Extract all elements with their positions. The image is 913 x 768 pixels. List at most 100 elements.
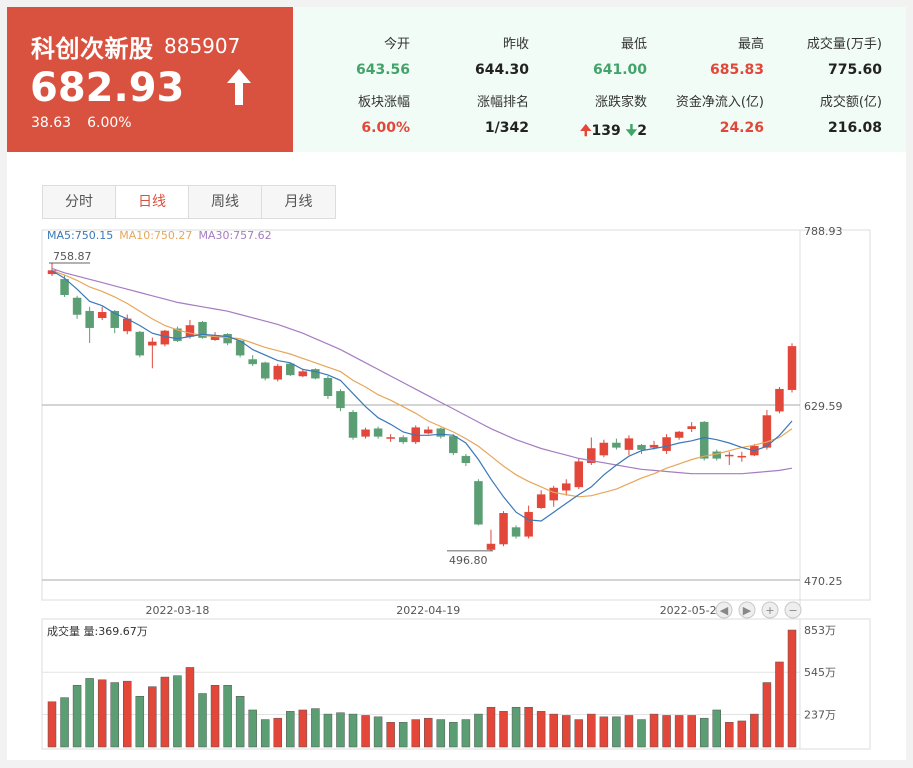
stat-value: 775.60 [827,62,882,78]
period-tabs: 分时 日线 周线 月线 [42,185,336,219]
candlestick [474,479,483,526]
candle-body [536,494,546,509]
up-arrow-icon: 🠉 [579,123,592,139]
stat-high: 最高 685.83 [644,33,764,78]
candlestick [386,434,395,442]
candle-body [424,429,433,434]
tab-monthly[interactable]: 月线 [284,194,313,210]
current-price: 682.93 [30,65,185,111]
volume-bar [185,667,195,748]
volume-bar [737,720,747,748]
volume-bar [398,722,408,748]
candle-body [85,310,94,328]
candle-body [674,431,684,438]
kline-chart[interactable]: 788.93 629.59 470.25 2022-03-18 2022-04-19 20… [7,152,906,760]
volume-bar [624,715,634,748]
volume-bar [173,675,182,748]
candle-body [273,365,283,380]
volume-bar [72,685,82,748]
candle-body [737,455,747,458]
zoom-in-button[interactable]: + [761,601,779,619]
volume-bar [110,682,119,748]
volume-bar [536,711,546,748]
volume-bar [750,713,759,748]
stat-net-inflow: 资金净流入(亿) 24.26 [644,91,764,136]
candlestick [449,434,458,456]
candlestick [536,490,546,509]
price-axis-top-label: 788.93 [804,225,843,238]
volume-bar [47,701,57,748]
stat-value: 24.26 [719,120,764,136]
candle-body [511,527,521,537]
index-quote-panel: 科创次新股 885907 682.93 38.63 6.00% [7,7,293,152]
candlestick [361,427,370,439]
candle-body [110,310,119,328]
candlestick [775,386,784,414]
candlestick [787,343,797,393]
volume-bar [135,695,145,748]
scroll-left-button[interactable]: ◀ [715,601,733,619]
candlestick [725,451,734,465]
volume-axis-mid-label: 545万 [804,666,836,679]
tab-weekly[interactable]: 周线 [189,186,262,218]
down-arrow-icon: 🠋 [625,123,638,139]
candle-body [286,363,295,376]
control-circle [784,601,802,619]
tab-intraday[interactable]: 分时 [43,186,116,218]
volume-bar [411,719,420,748]
candlestick [286,362,295,376]
candlestick [524,505,533,539]
candle-body [97,312,107,319]
candlestick [85,306,94,344]
stat-label: 涨幅排名 [476,95,529,110]
candlestick [97,306,107,320]
candle-body [436,428,446,437]
stat-sector-change: 板块涨幅 6.00% [290,91,410,136]
tab-daily[interactable]: 日线 [116,186,189,218]
volume-bar [424,717,433,748]
candle-body [574,461,584,488]
volume-bar [298,709,308,748]
volume-bar [198,693,207,748]
zoom-out-button[interactable]: − [784,601,802,619]
ma5-line [51,270,793,522]
volume-bar [160,676,170,748]
volume-bar [286,711,295,748]
stat-prev-close: 昨收 644.30 [409,33,529,78]
candlestick [549,485,558,507]
candle-body [624,438,634,450]
volume-bar [449,722,458,748]
stat-label: 昨收 [502,37,529,52]
down-count: 2 [637,123,647,139]
volume-bar [123,680,132,748]
price-axis-mid-label: 629.59 [804,400,843,413]
stat-label: 成交量(万手) [806,37,882,52]
candle-body [524,511,533,537]
stat-value: 6.00% [361,120,410,136]
control-glyph: ◀ [720,604,729,617]
volume-bar [148,686,157,748]
volume-bar [524,706,533,748]
stat-value: 644.30 [474,62,529,78]
scroll-right-button[interactable]: ▶ [738,601,756,619]
volume-bar [97,679,107,748]
candle-body [60,279,69,295]
candle-body [361,429,370,437]
candle-body [135,331,145,356]
ma-legend: MA5:750.15 MA10:750.27 MA30:757.62 [47,229,278,242]
volume-bar [273,717,283,748]
stat-value: 643.56 [355,62,410,78]
candle-body [373,428,383,437]
candlestick [436,427,446,439]
candlestick [486,529,496,551]
stat-label: 今开 [383,37,410,52]
candlestick [223,333,232,346]
volume-bar [662,715,671,748]
volume-bar [612,716,621,748]
volume-bar [712,709,721,748]
candle-body [687,426,696,429]
volume-bar [336,712,345,748]
ma10-line [51,270,793,498]
stat-label: 最高 [737,37,764,52]
